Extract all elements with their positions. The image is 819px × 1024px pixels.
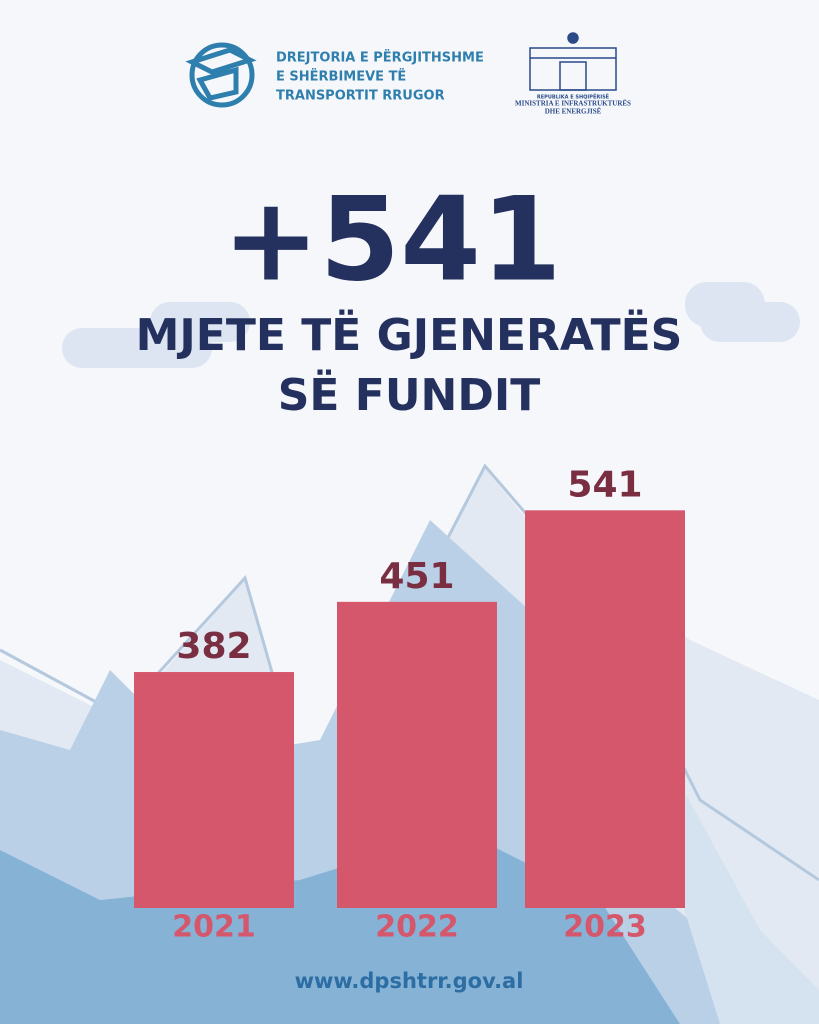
bar (134, 672, 294, 908)
bar (337, 601, 497, 908)
mountain (0, 830, 680, 1024)
x-tick-label: 2022 (375, 910, 459, 945)
agency-name: E SHËRBIMEVE TË (276, 69, 406, 85)
agency-logo (185, 42, 257, 108)
value-label: 382 (176, 626, 251, 667)
agency-name: DREJTORIA E PËRGJITHSHME (276, 50, 484, 66)
ministry-name: DHE ENERGJISË (545, 108, 602, 116)
headline: +541 (222, 173, 561, 308)
ministry-name: MINISTRIA E INFRASTRUKTURËS (515, 100, 631, 108)
x-tick-label: 2021 (172, 910, 256, 945)
bar (525, 510, 685, 908)
cloud (700, 302, 800, 342)
cloud (150, 302, 250, 342)
value-label: 451 (379, 556, 454, 597)
x-tick-label: 2023 (563, 910, 647, 945)
ministry-name: REPUBLIKA E SHQIPËRISË (537, 94, 610, 101)
subtitle: MJETE TË GJENERATËS (136, 308, 683, 361)
website[interactable]: www.dpshtrr.gov.al (295, 969, 524, 993)
mountain (600, 640, 819, 1024)
bar-chart: 382 2021 451 2022 541 2023 (134, 464, 685, 945)
subtitle: SË FUNDIT (278, 368, 541, 421)
agency-name: TRANSPORTIT RRUGOR (276, 89, 445, 104)
ministry-logo (529, 32, 617, 91)
value-label: 541 (567, 464, 642, 505)
